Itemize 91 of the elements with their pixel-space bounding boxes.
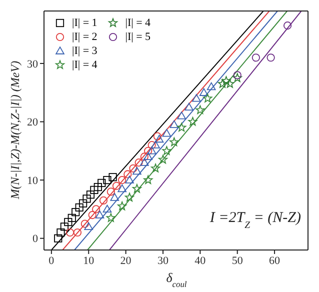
point <box>68 214 76 222</box>
point <box>124 170 132 178</box>
x-tick-label: 30 <box>157 254 169 267</box>
point <box>103 176 112 184</box>
point <box>162 129 172 137</box>
point <box>90 186 98 194</box>
point <box>64 218 72 226</box>
point <box>82 194 91 203</box>
point <box>78 199 88 208</box>
point <box>158 154 168 164</box>
point <box>184 102 194 111</box>
point <box>154 134 164 143</box>
x-tick-label: 40 <box>194 254 206 267</box>
point <box>86 190 95 199</box>
point <box>129 164 138 172</box>
legend-label: |I| = 5 <box>125 31 151 43</box>
point <box>144 152 153 160</box>
y-tick-label: 30 <box>27 58 38 70</box>
point <box>151 140 160 148</box>
point <box>170 137 179 146</box>
point <box>150 164 160 172</box>
x-tick-label: 50 <box>232 254 244 267</box>
point <box>232 73 242 82</box>
point <box>72 208 80 216</box>
point <box>110 193 120 201</box>
point <box>95 210 104 218</box>
point <box>98 178 106 188</box>
x-axis-title: δ$_{coul}$ <box>166 270 188 289</box>
point <box>162 146 172 155</box>
y-tick-label: 0 <box>32 233 38 246</box>
point <box>54 234 62 242</box>
point <box>66 228 74 237</box>
point <box>88 210 96 220</box>
legend-label: |I| = 3 <box>72 45 98 57</box>
point <box>118 176 126 184</box>
x-tick-label: 10 <box>83 254 95 267</box>
point <box>92 205 100 214</box>
point <box>284 22 292 30</box>
point <box>153 132 162 140</box>
point <box>124 192 134 202</box>
point <box>144 146 152 155</box>
point <box>60 222 68 231</box>
point <box>118 184 126 192</box>
point <box>106 188 115 196</box>
point <box>132 166 142 175</box>
point <box>80 220 89 228</box>
legend-label: |I| = 4 <box>125 17 151 29</box>
point <box>106 213 116 222</box>
x-tick-label: 20 <box>120 254 132 267</box>
y-tick-label: 20 <box>27 116 38 129</box>
point <box>75 203 84 212</box>
point <box>56 228 65 237</box>
point <box>203 94 212 102</box>
point <box>108 173 117 182</box>
point <box>196 105 205 114</box>
point <box>177 122 186 132</box>
x-tick-label: 0 <box>48 254 55 267</box>
point <box>140 158 149 166</box>
x-tick-label: 60 <box>269 254 281 267</box>
point <box>140 152 148 161</box>
point <box>252 54 260 62</box>
point <box>206 82 216 90</box>
point <box>132 184 142 193</box>
point <box>192 94 201 102</box>
legend-label: |I| = 2 <box>72 31 98 43</box>
point <box>233 71 242 80</box>
point <box>225 79 234 88</box>
point <box>84 222 94 230</box>
annotation: I =2T$_{Z}$ = (N-Z) <box>208 210 301 230</box>
point <box>266 54 275 62</box>
point <box>148 141 156 150</box>
point <box>125 176 134 184</box>
y-axis-title: M(N-|I|,Z)-M(N,Z-|I|) (MeV) <box>8 60 22 200</box>
point <box>144 175 153 184</box>
point <box>112 182 121 190</box>
point <box>73 228 82 237</box>
point <box>199 88 208 96</box>
point <box>118 202 127 210</box>
point <box>218 79 228 88</box>
point <box>102 204 112 213</box>
point <box>222 76 231 85</box>
point <box>99 196 108 204</box>
point <box>170 120 179 128</box>
legend-label: |I| = 1 <box>72 17 98 29</box>
point <box>177 112 186 120</box>
point <box>94 182 102 192</box>
y-tick-label: 10 <box>27 174 38 187</box>
point <box>188 116 198 126</box>
point <box>134 158 143 167</box>
legend-label: |I| = 4 <box>72 59 98 71</box>
point <box>147 146 156 154</box>
